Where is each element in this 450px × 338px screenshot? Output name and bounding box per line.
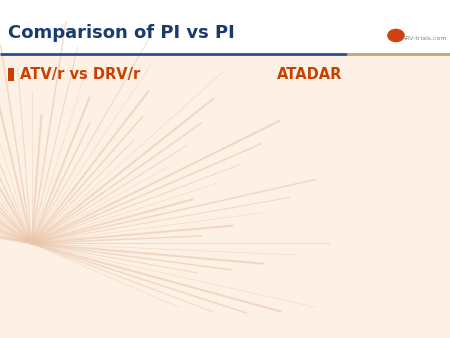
Text: ATADAR: ATADAR [277, 67, 342, 82]
Text: Comparison of PI vs PI: Comparison of PI vs PI [8, 24, 235, 42]
Circle shape [388, 29, 404, 42]
Bar [0, 54, 450, 338]
Text: ARV-trials.com: ARV-trials.com [402, 37, 448, 41]
Bar [0, 0, 450, 54]
Bar [8, 68, 14, 81]
Text: ATV/r vs DRV/r: ATV/r vs DRV/r [20, 67, 140, 82]
